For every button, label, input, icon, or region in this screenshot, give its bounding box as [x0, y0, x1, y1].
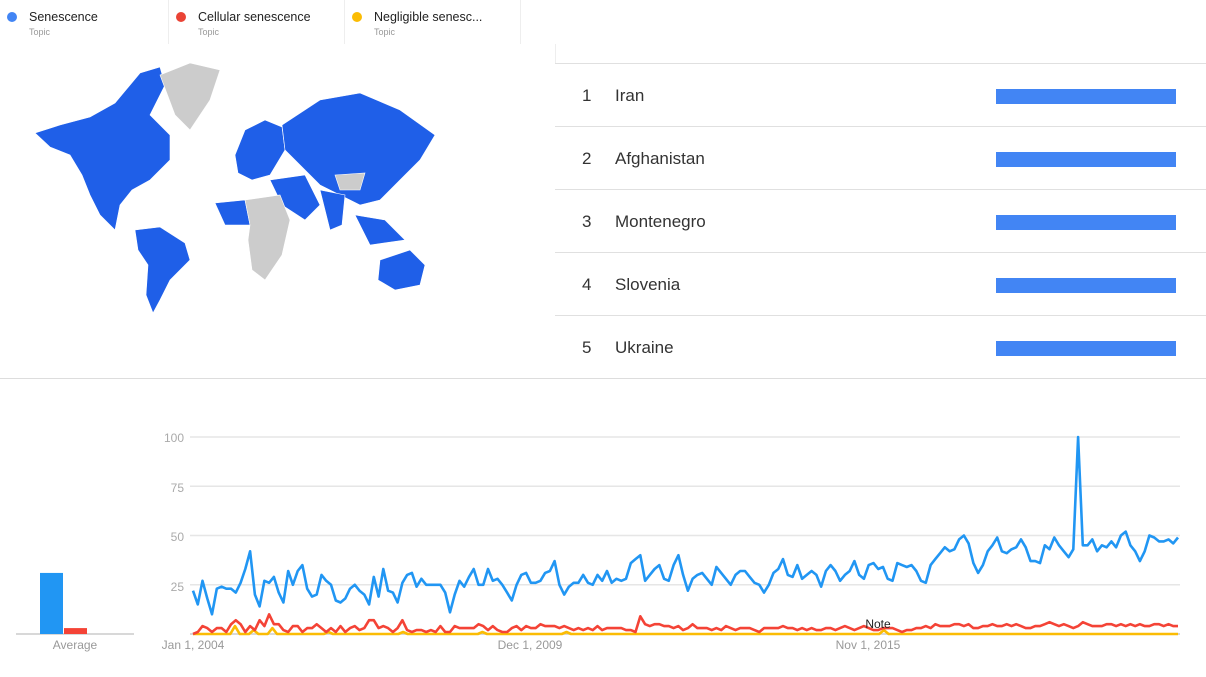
region-name: Slovenia	[615, 275, 681, 294]
region-rank: 3	[582, 212, 592, 231]
map-region-russia-asia	[281, 92, 436, 206]
map-region-africa	[244, 194, 291, 281]
series-dot-icon	[352, 12, 362, 22]
map-region-europe	[234, 119, 286, 181]
region-rank: 2	[582, 149, 592, 168]
map-region-west-africa	[214, 199, 251, 226]
average-label: Average	[53, 638, 98, 652]
region-name: Montenegro	[615, 212, 706, 231]
list-item[interactable]: 1 Iran	[555, 63, 1206, 126]
map-region-southeast-asia	[354, 214, 406, 246]
y-tick-label: 50	[171, 530, 185, 544]
map-region-central-asia	[334, 172, 366, 191]
legend-item-negligible-senescence[interactable]: Negligible senesc... Topic	[345, 0, 521, 44]
y-tick-label: 75	[171, 481, 185, 495]
series-dot-icon	[7, 12, 17, 22]
legend-item-senescence[interactable]: Senescence Topic	[0, 0, 169, 44]
region-value-bar	[996, 89, 1176, 104]
list-item[interactable]: 2 Afghanistan	[555, 126, 1206, 189]
legend-term: Senescence	[29, 10, 98, 24]
map-region-greenland	[159, 62, 221, 131]
x-tick-label: Dec 1, 2009	[498, 638, 563, 652]
region-name: Ukraine	[615, 338, 674, 357]
map-region-australia	[377, 249, 426, 291]
region-value-bar	[996, 152, 1176, 167]
x-tick-label: Jan 1, 2004	[162, 638, 225, 652]
series-line-senescence[interactable]	[191, 435, 1180, 616]
region-rank: 4	[582, 275, 592, 294]
region-value-bar	[996, 278, 1176, 293]
comparison-legend: Senescence Topic Cellular senescence Top…	[0, 0, 521, 44]
region-name: Iran	[615, 86, 645, 105]
x-tick-label: Nov 1, 2015	[836, 638, 901, 652]
list-item[interactable]: 3 Montenegro	[555, 189, 1206, 252]
region-value-bar	[996, 341, 1176, 356]
region-name: Afghanistan	[615, 149, 705, 168]
legend-type: Topic	[198, 27, 220, 37]
series-line-cellular-senescence[interactable]	[192, 613, 1178, 636]
map-region-south-america	[134, 226, 191, 314]
legend-term: Cellular senescence	[198, 10, 311, 24]
chart-annotation-note[interactable]: Note	[865, 617, 891, 631]
map-region-south-asia	[319, 189, 346, 231]
average-bar	[40, 572, 63, 634]
legend-item-cellular-senescence[interactable]: Cellular senescence Topic	[169, 0, 345, 44]
region-value-bar	[996, 215, 1176, 230]
list-item[interactable]: 4 Slovenia	[555, 252, 1206, 315]
section-divider	[0, 378, 1206, 379]
region-ranking-list: 1 Iran 2 Afghanistan 3 Montenegro 4 Slov…	[555, 63, 1206, 378]
separator	[555, 44, 556, 63]
list-item[interactable]: 5 Ukraine	[555, 315, 1206, 378]
legend-term: Negligible senesc...	[374, 10, 483, 24]
average-bar	[64, 628, 87, 634]
legend-type: Topic	[374, 27, 396, 37]
region-rank: 5	[582, 338, 592, 357]
interest-over-time-chart[interactable]: 25 50 75 100 Jan 1, 2004 Dec 1, 2009 Nov…	[0, 420, 1206, 677]
legend-type: Topic	[29, 27, 51, 37]
region-rank: 1	[582, 86, 592, 105]
map-region-north-america	[34, 66, 171, 231]
series-line-negligible-senescence[interactable]	[193, 624, 1178, 636]
y-tick-label: 100	[164, 431, 184, 445]
series-dot-icon	[176, 12, 186, 22]
world-map[interactable]	[20, 55, 450, 320]
y-tick-label: 25	[171, 580, 185, 594]
